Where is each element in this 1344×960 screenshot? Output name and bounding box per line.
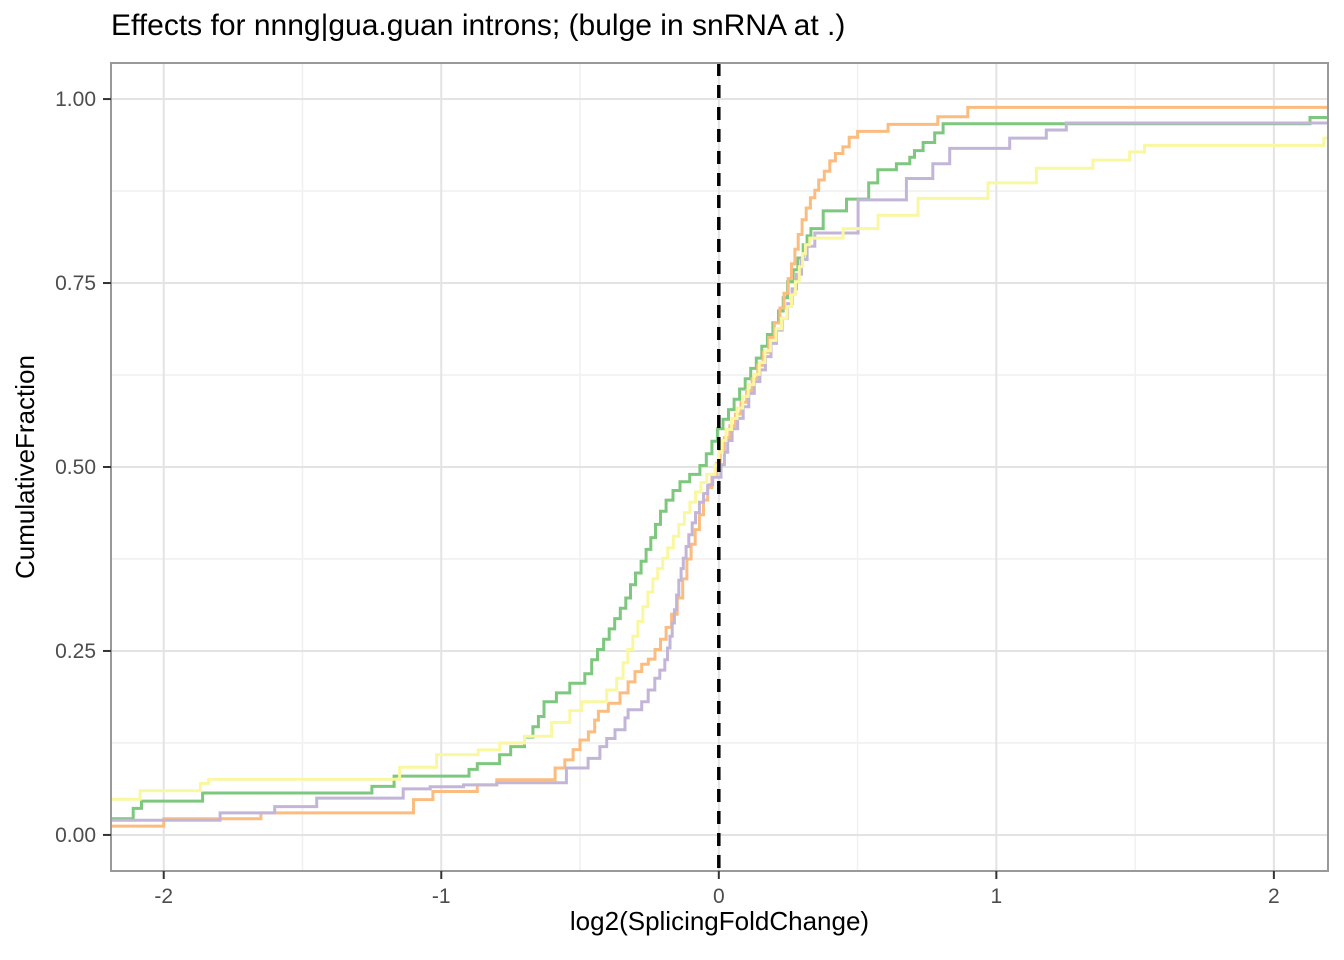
x-axis-title: log2(SplicingFoldChange) <box>569 906 870 936</box>
y-tick-label: 0.00 <box>55 824 96 847</box>
ecdf-step-line-green <box>111 116 1328 821</box>
y-tick-label: 0.50 <box>55 456 96 479</box>
x-tick-labels: -2 -1 0 1 2 <box>154 885 1279 908</box>
y-axis-ticks <box>103 98 111 836</box>
y-tick-label: 1.00 <box>55 88 96 111</box>
y-tick-labels: 0.00 0.25 0.50 0.75 1.00 <box>55 88 96 847</box>
y-tick-label: 0.25 <box>55 640 96 663</box>
x-tick-label: -1 <box>432 885 451 908</box>
y-tick-label: 0.75 <box>55 272 96 295</box>
x-axis-ticks <box>162 871 1275 879</box>
chart-title: Effects for nnng|gua.guan introns; (bulg… <box>111 9 846 42</box>
x-tick-label: 2 <box>1268 885 1280 908</box>
ecdf-series <box>111 105 1328 828</box>
x-tick-label: 0 <box>713 885 725 908</box>
ecdf-step-line-yellow <box>111 136 1328 801</box>
x-tick-label: -2 <box>154 885 173 908</box>
x-tick-label: 1 <box>990 885 1002 908</box>
y-axis-title: CumulativeFraction <box>10 355 40 579</box>
